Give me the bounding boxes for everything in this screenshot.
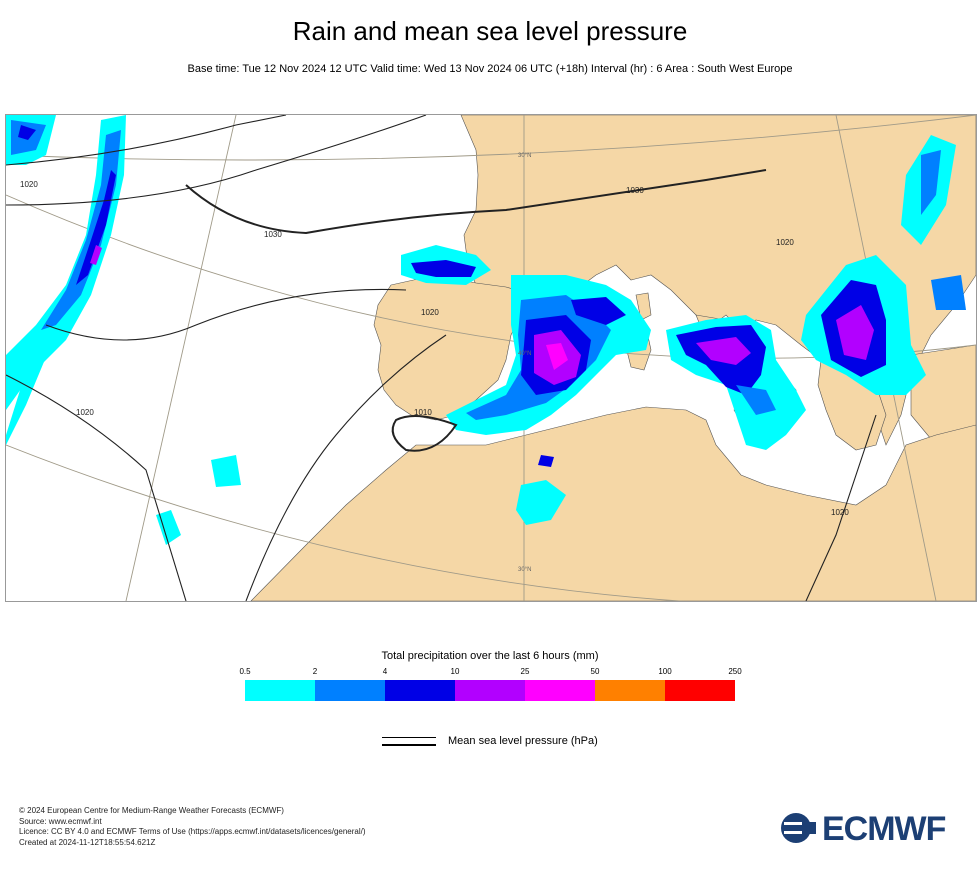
footer-credits: © 2024 European Centre for Medium-Range … (19, 806, 366, 848)
isobar-label: 1030 (626, 186, 644, 195)
land-north-africa (250, 406, 976, 601)
colorbar-labels: 0.5 2 4 10 25 50 100 250 (0, 667, 980, 679)
isobar-legend-label: Mean sea level pressure (hPa) (448, 735, 598, 747)
graticule-label: 30°N (518, 153, 531, 159)
precipitation-colorbar (245, 680, 735, 701)
graticule-label: 30°N (518, 567, 531, 573)
colorbar-swatch-5 (595, 680, 665, 701)
isobar-labels: 1020 1030 1020 1030 1020 1020 1010 1020 (20, 180, 849, 517)
colorbar-tick-label: 100 (658, 667, 672, 676)
colorbar-swatch-0 (245, 680, 315, 701)
ecmwf-logo: ECMWF (780, 810, 965, 848)
map-canvas: 1020 1030 1020 1030 1020 1020 1010 1020 … (6, 115, 976, 601)
colorbar-tick-label: 25 (520, 667, 530, 676)
footer-licence: Licence: CC BY 4.0 and ECMWF Terms of Us… (19, 827, 366, 836)
colorbar-swatch-4 (525, 680, 595, 701)
colorbar-swatch-1 (315, 680, 385, 701)
isobar-legend-thin-line (382, 737, 436, 738)
colorbar-swatch-3 (455, 680, 525, 701)
isobar-label: 1020 (831, 508, 849, 517)
ecmwf-logo-icon (781, 813, 816, 843)
isobar-label: 1020 (76, 408, 94, 417)
graticule-labels: 30°N 30°N 40°N (518, 153, 531, 573)
ecmwf-logo-text: ECMWF (822, 810, 946, 848)
footer-source: Source: www.ecmwf.int (19, 816, 102, 826)
footer-copyright: © 2024 European Centre for Medium-Range … (19, 806, 284, 815)
isobar-label: 1030 (264, 230, 282, 239)
chart-title: Rain and mean sea level pressure (292, 16, 688, 46)
colorbar-tick-label: 50 (590, 667, 600, 676)
colorbar-tick-label: 10 (450, 667, 460, 676)
weather-map: 1020 1030 1020 1030 1020 1020 1010 1020 … (5, 114, 977, 602)
isobar-label: 1020 (776, 238, 794, 247)
legend-title: Total precipitation over the last 6 hour… (381, 650, 599, 662)
chart-subtitle: Base time: Tue 12 Nov 2024 12 UTC Valid … (187, 63, 793, 75)
graticule-label: 40°N (518, 351, 531, 357)
precipitation-layer (6, 115, 966, 545)
footer-created: Created at 2024-11-12T18:55:54.621Z (19, 837, 156, 847)
isobars (6, 115, 877, 601)
colorbar-swatch-6 (665, 680, 735, 701)
colorbar-tick-label: 0.5 (239, 667, 251, 676)
colorbar-tick-label: 4 (382, 667, 388, 676)
isobar-label: 1020 (20, 180, 38, 189)
colorbar-swatch-2 (385, 680, 455, 701)
isobar-legend: Mean sea level pressure (hPa) (382, 735, 682, 749)
isobar-label: 1010 (414, 408, 432, 417)
colorbar-tick-label: 250 (728, 667, 742, 676)
graticule (6, 115, 976, 601)
isobar-label: 1020 (421, 308, 439, 317)
colorbar-tick-label: 2 (312, 667, 318, 676)
isobar-legend-thick-line (382, 744, 436, 746)
